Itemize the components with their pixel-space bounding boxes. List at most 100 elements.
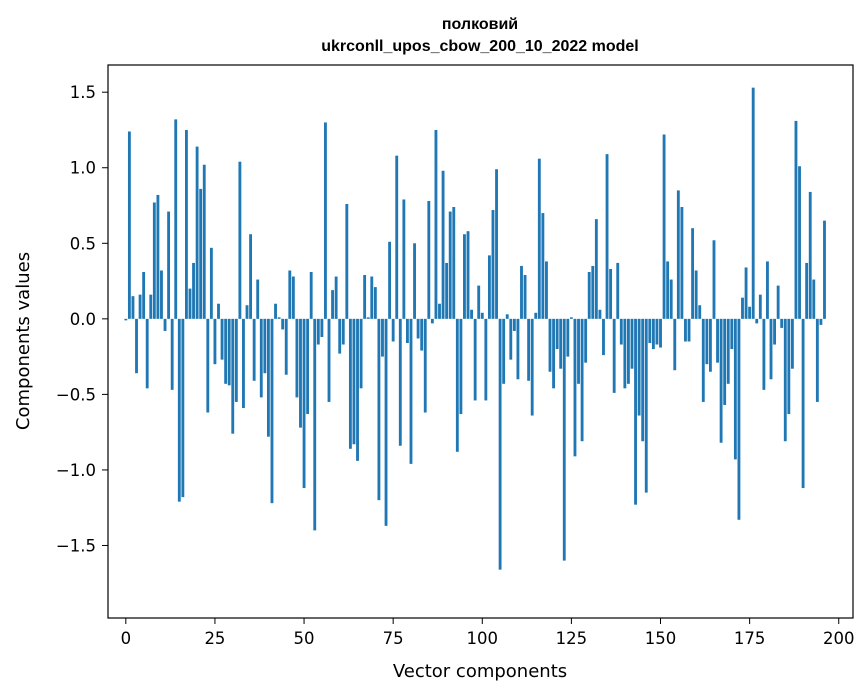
- bar-113: [527, 318, 531, 381]
- bar-41: [270, 318, 274, 504]
- bar-178: [758, 294, 762, 319]
- bar-155: [676, 190, 680, 319]
- bar-8: [152, 202, 156, 319]
- bar-16: [181, 318, 185, 498]
- bar-44: [281, 318, 285, 330]
- bar-156: [680, 207, 684, 319]
- x-tick-label: 175: [734, 629, 766, 648]
- y-axis-label: Components values: [13, 252, 34, 430]
- bar-142: [630, 318, 634, 369]
- bar-11: [163, 318, 167, 331]
- bar-139: [619, 318, 623, 345]
- bar-138: [616, 262, 620, 319]
- bar-98: [473, 318, 477, 401]
- bar-39: [263, 318, 267, 374]
- bar-169: [726, 318, 730, 384]
- bar-186: [787, 318, 791, 415]
- chart-subtitle: ukrconll_upos_cbow_200_10_2022 model: [321, 38, 638, 55]
- bar-164: [708, 318, 712, 372]
- bar-134: [602, 318, 605, 356]
- bar-62: [345, 204, 349, 319]
- bar-103: [491, 210, 495, 319]
- bar-54: [316, 318, 320, 345]
- bar-162: [701, 318, 705, 402]
- bar-182: [773, 318, 776, 345]
- bar-84: [423, 318, 427, 413]
- bar-82: [416, 318, 420, 339]
- bar-3: [135, 318, 138, 374]
- bar-74: [388, 241, 392, 319]
- bar-32: [238, 161, 242, 319]
- bar-7: [149, 294, 153, 319]
- bar-9: [156, 194, 160, 319]
- bar-144: [637, 318, 641, 416]
- x-tick-label: 150: [645, 629, 677, 648]
- bar-132: [594, 219, 598, 319]
- bar-133: [598, 309, 602, 319]
- bar-120: [552, 318, 555, 389]
- bar-0: [124, 318, 128, 321]
- bar-145: [641, 318, 645, 442]
- bar-34: [245, 305, 249, 319]
- bar-176: [751, 87, 755, 319]
- bar-17: [185, 129, 188, 319]
- bar-140: [623, 318, 627, 389]
- bar-49: [299, 318, 302, 428]
- x-axis: 0 25 50 75 100 125 150 175 200: [121, 618, 854, 648]
- bar-70: [373, 287, 377, 319]
- bar-123: [562, 318, 566, 561]
- bar-85: [427, 200, 431, 319]
- y-tick-label: 1.5: [70, 83, 96, 102]
- bar-171: [733, 318, 737, 460]
- bar-63: [348, 318, 352, 449]
- bar-38: [259, 318, 263, 398]
- bar-110: [516, 318, 520, 380]
- bar-112: [523, 275, 527, 319]
- bar-52: [309, 272, 313, 319]
- bar-95: [463, 234, 466, 319]
- bar-196: [823, 220, 826, 319]
- bar-146: [644, 318, 648, 493]
- bar-100: [480, 312, 484, 319]
- bar-128: [580, 318, 584, 442]
- bar-163: [705, 318, 709, 365]
- bar-77: [398, 318, 402, 446]
- bar-148: [651, 318, 655, 350]
- bar-125: [569, 317, 573, 319]
- bar-47: [291, 276, 295, 319]
- bar-99: [477, 285, 481, 319]
- bar-106: [502, 318, 506, 384]
- bar-141: [627, 318, 630, 384]
- bar-108: [509, 318, 513, 360]
- bar-93: [455, 318, 459, 452]
- bar-175: [748, 306, 752, 319]
- bar-2: [131, 296, 135, 319]
- x-tick-label: 50: [294, 629, 315, 648]
- bar-42: [274, 303, 277, 319]
- bar-36: [252, 318, 256, 381]
- bar-185: [783, 318, 787, 442]
- y-axis: −1.5 −1.0 −0.5 0.0 0.5 1.0 1.5: [56, 83, 108, 555]
- bar-26: [217, 303, 220, 319]
- bar-13: [170, 318, 174, 390]
- bar-48: [295, 318, 299, 398]
- bar-5: [142, 272, 146, 319]
- bar-102: [487, 255, 491, 319]
- bar-161: [698, 305, 702, 319]
- bar-147: [648, 318, 652, 344]
- bar-30: [231, 318, 235, 434]
- bar-192: [808, 191, 812, 319]
- bar-172: [737, 318, 741, 520]
- x-tick-label: 25: [204, 629, 225, 648]
- bar-143: [634, 318, 637, 505]
- bar-94: [459, 318, 463, 415]
- bar-78: [402, 199, 406, 319]
- bar-15: [177, 318, 181, 502]
- bar-97: [470, 309, 474, 319]
- bar-122: [559, 318, 563, 369]
- bar-31: [234, 318, 238, 402]
- y-tick-label: 0.5: [70, 234, 96, 253]
- x-tick-label: 125: [556, 629, 588, 648]
- bar-66: [359, 318, 363, 389]
